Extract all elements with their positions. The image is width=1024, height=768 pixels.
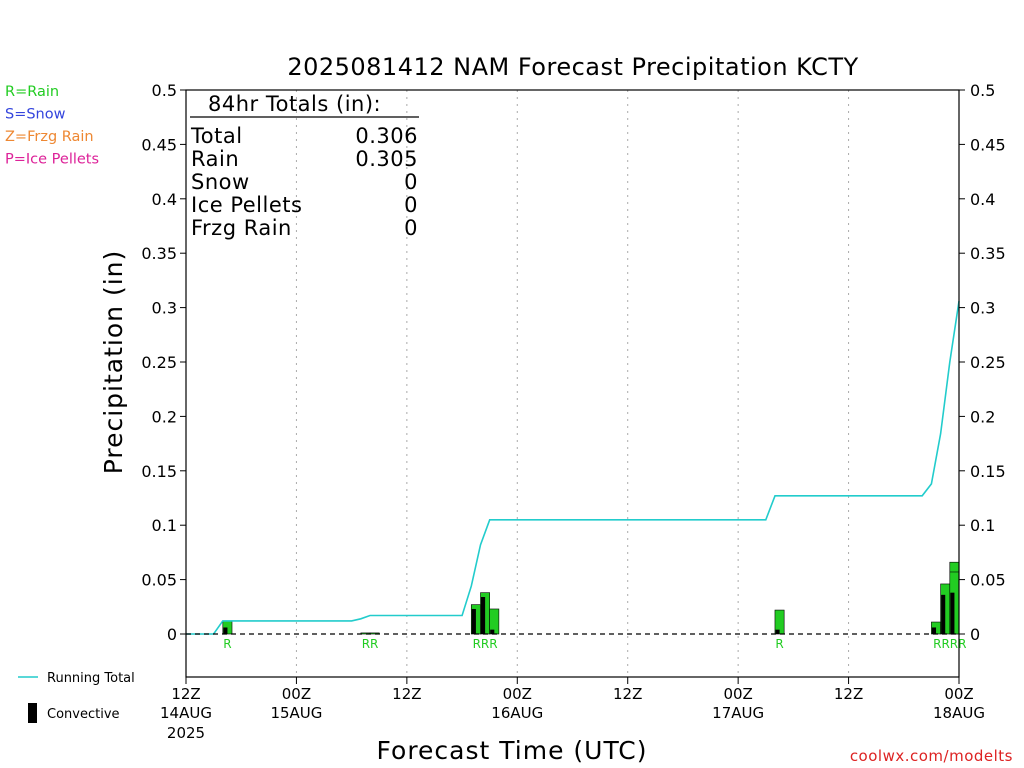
- convective-bar: [471, 608, 476, 634]
- convective-bar: [223, 627, 228, 634]
- x-tick-date: 17AUG: [712, 704, 764, 722]
- x-tick-label: 12Z: [613, 685, 642, 703]
- x-axis-label: Forecast Time (UTC): [377, 736, 648, 765]
- type-code: RR: [362, 637, 379, 651]
- y-tick-label: 0.25: [141, 353, 177, 372]
- totals-row-label: Total: [190, 124, 243, 148]
- totals-row-label: Ice Pellets: [191, 193, 302, 217]
- y-tick-label: 0.5: [152, 81, 177, 100]
- totals-header: 84hr Totals (in):: [208, 92, 381, 116]
- x-tick-label: 12Z: [171, 685, 200, 703]
- y-tick-label: 0.3: [152, 299, 177, 318]
- x-tick-label: 00Z: [944, 685, 973, 703]
- plot-frame: [185, 89, 960, 678]
- x-tick-date: 14AUG: [160, 704, 212, 722]
- y-tick-label: 0.45: [141, 135, 177, 154]
- legend-series-label: Running Total: [47, 671, 135, 686]
- x-tick-date: 15AUG: [270, 704, 322, 722]
- type-legend-item: R=Rain: [5, 84, 59, 100]
- y-axis-label: Precipitation (in): [99, 250, 128, 475]
- totals-row-value: 0.306: [355, 124, 418, 148]
- x-tick-label: 00Z: [282, 685, 311, 703]
- totals-row-label: Snow: [191, 170, 250, 194]
- x-tick-label: 12Z: [392, 685, 421, 703]
- y-tick-label-right: 0.5: [970, 81, 995, 100]
- convective-bar: [941, 594, 946, 634]
- x-tick-label: 00Z: [503, 685, 532, 703]
- y-tick-label: 0.35: [141, 244, 177, 263]
- totals-box: 84hr Totals (in): Total 0.306 Rain 0.305 Sno…: [190, 92, 419, 240]
- y-tick-label: 0.05: [141, 571, 177, 590]
- type-code: RRRR: [933, 637, 966, 651]
- type-legend: R=Rain S=Snow Z=Frzg Rain P=Ice Pellets: [5, 84, 99, 168]
- totals-row-value: 0: [404, 216, 418, 240]
- x-tick-date: 18AUG: [933, 704, 985, 722]
- y-tick-label-right: 0.05: [970, 571, 1006, 590]
- totals-row-value: 0: [404, 170, 418, 194]
- convective-bar: [950, 592, 955, 634]
- running-total-line: [186, 300, 960, 635]
- y-tick-label-right: 0.3: [970, 299, 995, 318]
- x-tick-year: 2025: [167, 724, 205, 742]
- y-axis-ticks: 0 00.05 0.050.1 0.10.15 0.150.2 0.20.25 0.250.…: [141, 81, 1005, 644]
- type-legend-item: S=Snow: [5, 107, 66, 123]
- legend-series-label: Convective: [47, 707, 120, 722]
- totals-row-value: 0: [404, 193, 418, 217]
- credit-text: coolwx.com/modelts: [850, 747, 1013, 765]
- chart-title: 2025081412 NAM Forecast Precipitation KC…: [287, 53, 858, 81]
- series-legend: Running Total Convective: [18, 671, 135, 723]
- type-codes-layer: R RR RRR R RRRR: [223, 637, 966, 651]
- x-tick-label: 12Z: [834, 685, 863, 703]
- y-tick-label-right: 0: [970, 625, 980, 644]
- y-tick-label-right: 0.2: [970, 407, 995, 426]
- type-legend-item: P=Ice Pellets: [5, 152, 99, 168]
- convective-bar: [490, 629, 495, 634]
- bars-layer: [222, 561, 960, 635]
- running-total-layer: [186, 300, 960, 635]
- y-tick-label-right: 0.1: [970, 516, 995, 535]
- y-tick-label: 0: [167, 625, 177, 644]
- y-tick-label-right: 0.4: [970, 190, 995, 209]
- y-tick-label-right: 0.45: [970, 135, 1006, 154]
- convective-bar: [931, 627, 937, 634]
- convective-bar: [775, 629, 780, 634]
- y-tick-label: 0.1: [152, 516, 177, 535]
- x-tick-date: 16AUG: [491, 704, 543, 722]
- y-tick-label: 0.2: [152, 407, 177, 426]
- totals-row-label: Frzg Rain: [191, 216, 292, 240]
- y-tick-label: 0.15: [141, 462, 177, 481]
- type-code: RRR: [473, 637, 498, 651]
- type-code: R: [223, 637, 231, 651]
- type-code: R: [775, 637, 783, 651]
- y-tick-label-right: 0.15: [970, 462, 1006, 481]
- y-tick-label-right: 0.35: [970, 244, 1006, 263]
- grid-lines: [295, 90, 850, 677]
- legend-bar-swatch: [28, 703, 37, 723]
- convective-bar: [480, 597, 486, 634]
- totals-row-label: Rain: [191, 147, 239, 171]
- type-legend-item: Z=Frzg Rain: [5, 129, 94, 145]
- x-tick-label: 00Z: [723, 685, 752, 703]
- y-tick-label-right: 0.25: [970, 353, 1006, 372]
- totals-row-value: 0.305: [355, 147, 418, 171]
- y-tick-label: 0.4: [152, 190, 177, 209]
